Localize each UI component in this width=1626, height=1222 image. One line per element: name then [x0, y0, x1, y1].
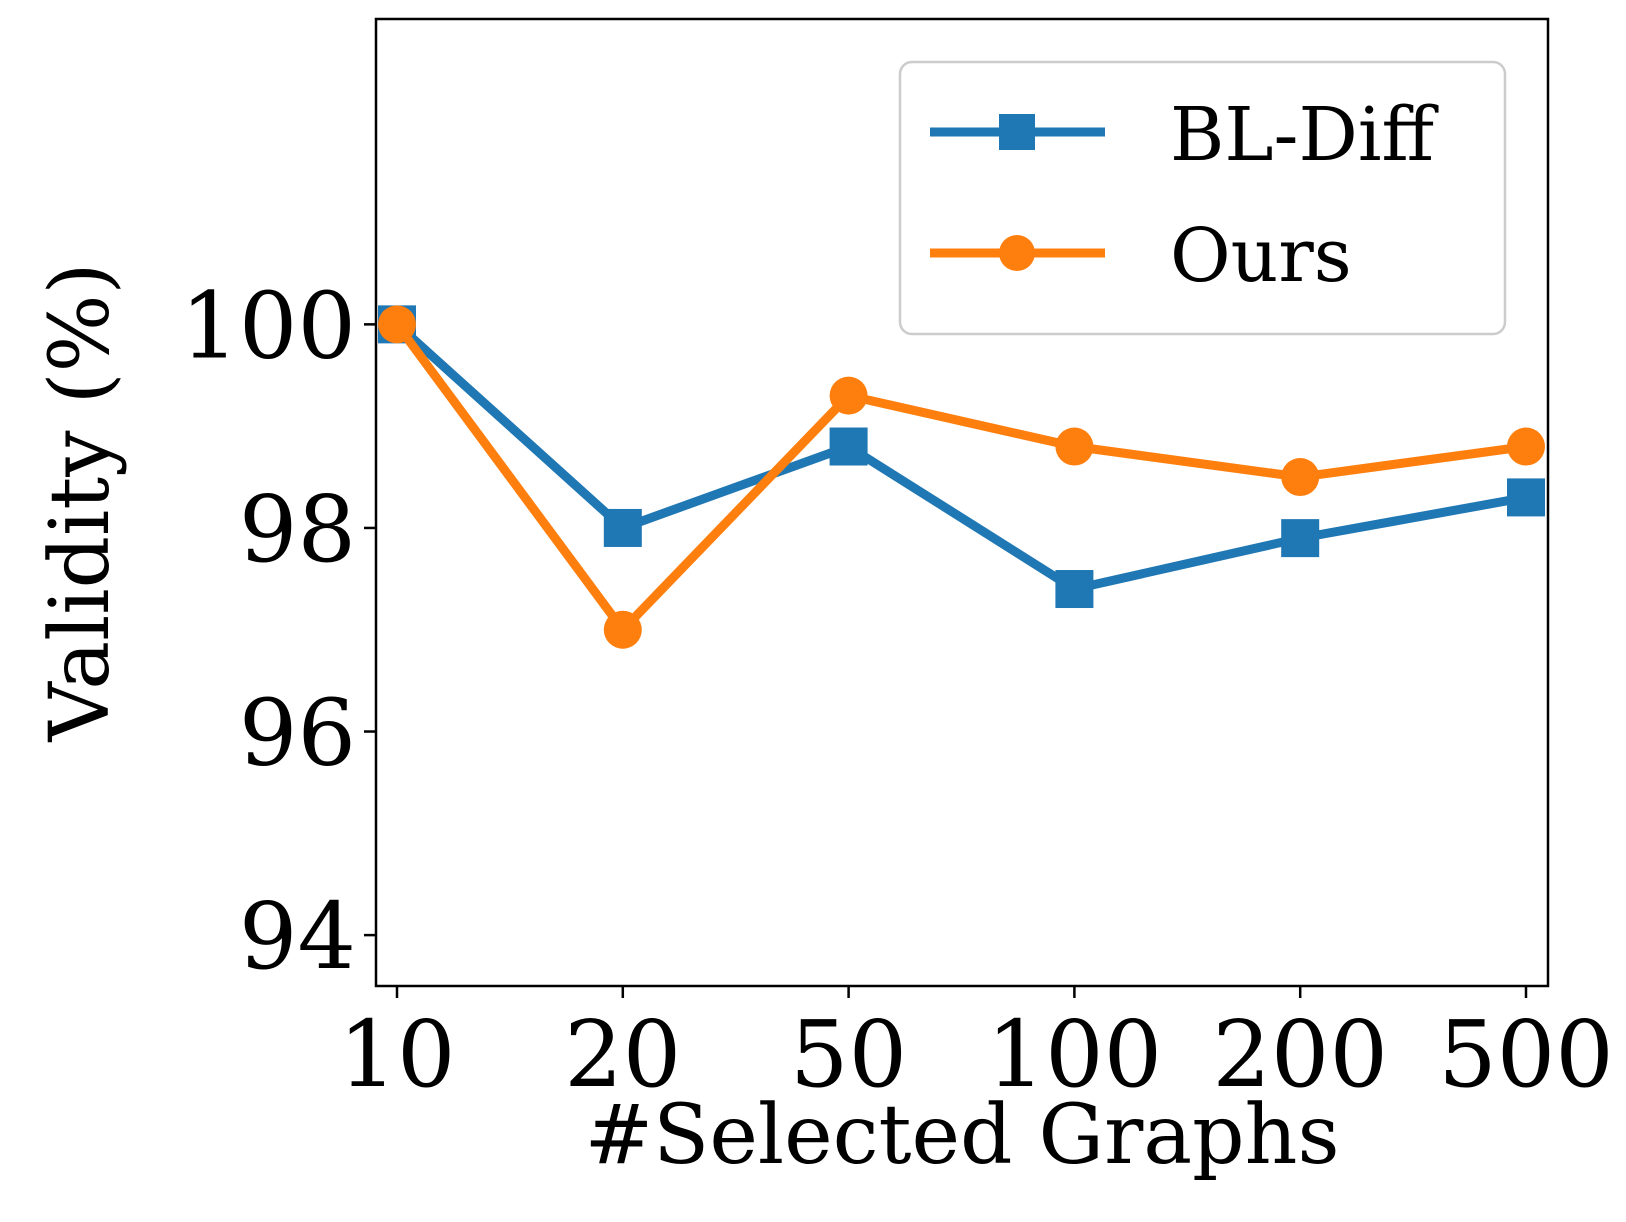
plot-frame: [374, 17, 1550, 988]
data-point-ours: [1055, 427, 1094, 466]
series-lines: [378, 305, 1545, 649]
y-axis-label: Validity (%): [33, 263, 128, 743]
data-point-bl-diff: [829, 427, 868, 466]
legend-label-ours: Ours: [1170, 213, 1352, 299]
y-tick-label: 100: [180, 272, 356, 379]
x-axis-label: #Selected Graphs: [584, 1088, 1339, 1183]
x-tick-label: 100: [987, 1001, 1163, 1108]
data-point-bl-diff: [1507, 478, 1545, 517]
y-tick-label: 94: [239, 883, 356, 990]
y-tick-label: 98: [239, 476, 356, 583]
x-tick-label: 10: [338, 1001, 455, 1108]
data-point-bl-diff: [1281, 519, 1320, 558]
axis-ticks: 10 20 50 100 200 500 94 96 98 100: [180, 272, 1613, 1108]
x-tick-label: 200: [1212, 1001, 1388, 1108]
data-point-ours: [1281, 458, 1320, 497]
series-line-ours: [393, 321, 1527, 635]
x-tick-label: 50: [790, 1001, 907, 1108]
legend: BL-Diff Ours: [898, 60, 1507, 336]
data-point-ours: [603, 610, 642, 649]
data-point-ours: [378, 305, 416, 344]
legend-label-bl-diff: BL-Diff: [1170, 92, 1440, 178]
y-tick-label: 96: [239, 680, 356, 787]
x-tick-label: 500: [1438, 1001, 1614, 1108]
x-tick-label: 20: [564, 1001, 681, 1108]
series-line-bl-diff: [393, 321, 1527, 594]
data-point-ours: [1507, 427, 1545, 466]
data-point-bl-diff: [1055, 570, 1094, 609]
legend-marker-ours: [999, 235, 1035, 271]
data-point-bl-diff: [603, 508, 642, 547]
data-point-ours: [829, 376, 868, 415]
legend-marker-bl-diff: [999, 114, 1035, 150]
